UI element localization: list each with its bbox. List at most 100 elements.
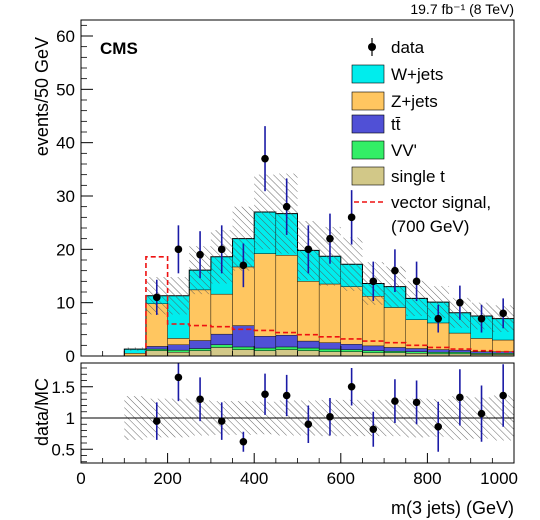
- signal-line: [145, 256, 514, 356]
- bar-zjets-300: [210, 293, 233, 335]
- data-point-525: [304, 245, 313, 254]
- legend-label-3: tt̄: [391, 115, 401, 134]
- ratio-point-325: [217, 417, 226, 425]
- ratio-point-625: [347, 382, 356, 391]
- legend-swatch-wjets: [351, 64, 385, 84]
- unc-bin-350: [232, 206, 255, 271]
- bar-ttbar-650: [362, 345, 385, 351]
- ratio-point-475: [282, 391, 291, 400]
- bar-vv-800: [427, 352, 450, 355]
- legend-data-marker: [368, 43, 376, 51]
- x-tick-label-800: 800: [413, 469, 441, 488]
- bar-ttbar-250: [189, 340, 212, 349]
- x-tick-label-1000: 1000: [480, 469, 518, 488]
- bar-ttbar-850: [448, 349, 471, 353]
- data-point-175: [152, 293, 161, 302]
- bar-ttbar-550: [318, 342, 341, 350]
- data-point-425: [261, 154, 269, 163]
- ratio-point-875: [456, 393, 464, 402]
- bottom-axes: 0.5 1 1.5 0 200 400 600 800 1000: [51, 367, 518, 488]
- ratio-point-725: [391, 397, 399, 405]
- ratio-point-775: [412, 398, 421, 407]
- ratio-y-axis-label: data/MC: [32, 378, 52, 446]
- unc-bin-400: [254, 174, 276, 250]
- legend-label-2: Z+jets: [391, 92, 438, 111]
- ratio-point-225: [174, 373, 183, 382]
- data-point-675: [369, 277, 378, 286]
- mc-uncertainty-band: [124, 173, 514, 351]
- bar-vv-700: [383, 351, 406, 354]
- bar-vv-550: [318, 348, 341, 352]
- experiment-label: CMS: [100, 39, 138, 58]
- data-point-925: [477, 314, 486, 323]
- bar-single_t-150: [145, 350, 168, 356]
- bar-single_t-250: [189, 350, 212, 356]
- x-tick-label-600: 600: [327, 469, 355, 488]
- data-point-975: [499, 309, 507, 318]
- legend-swatch-ttbar: [351, 114, 385, 134]
- bar-zjets-900: [470, 338, 493, 352]
- legend-swatch-single_t: [351, 166, 385, 186]
- ratio-point-975: [499, 391, 507, 400]
- unc-bin-800: [427, 286, 450, 319]
- legend: data W+jets Z+jets tt̄ VV' single t vector sig…: [351, 38, 491, 236]
- unc-bin-600: [340, 237, 363, 291]
- ratio-point-675: [369, 425, 378, 434]
- data-point-775: [412, 277, 421, 286]
- ratio-point-925: [477, 409, 486, 418]
- bar-zjets-600: [340, 286, 363, 345]
- bar-single_t-300: [210, 347, 233, 356]
- bar-vv-400: [253, 347, 277, 351]
- y-tick-label-30: 30: [56, 187, 75, 206]
- bar-ttbar-950: [492, 351, 514, 354]
- bar-vv-750: [405, 351, 428, 354]
- y-tick-label-40: 40: [56, 134, 75, 153]
- y-tick-label-10: 10: [56, 294, 75, 313]
- bar-ttbar-150: [145, 346, 168, 350]
- data-point-475: [282, 202, 291, 211]
- bar-vv-850: [448, 352, 471, 355]
- bar-zjets-500: [297, 281, 320, 342]
- bar-single_t-200: [167, 352, 190, 356]
- bar-ttbar-600: [340, 344, 363, 350]
- top-axes: 0 10 20 30 40 50 60: [56, 24, 515, 366]
- bar-vv-150: [145, 348, 168, 351]
- bar-zjets-250: [189, 289, 212, 341]
- bar-vv-650: [362, 350, 385, 353]
- bar-vv-350: [232, 346, 255, 350]
- legend-label-5: single t: [391, 167, 445, 186]
- bar-zjets-850: [448, 332, 471, 351]
- bar-ttbar-750: [405, 348, 428, 352]
- legend-label-6-line2: (700 GeV): [391, 217, 469, 236]
- ratio-point-825: [434, 422, 443, 431]
- bar-ttbar-400: [253, 336, 277, 349]
- bar-vv-300: [210, 344, 233, 348]
- legend-swatch-vv: [351, 140, 385, 160]
- bar-zjets-550: [318, 283, 341, 343]
- x-tick-label-400: 400: [240, 469, 268, 488]
- bar-zjets-700: [383, 307, 406, 348]
- legend-label-1: W+jets: [391, 65, 443, 84]
- bar-single_t-500: [297, 350, 320, 356]
- y-tick-label-50: 50: [56, 80, 75, 99]
- bar-vv-450: [275, 346, 298, 350]
- bar-single_t-600: [340, 351, 363, 356]
- vector-signal-histogram: [145, 256, 514, 356]
- data-point-375: [239, 261, 248, 270]
- ratio-point-575: [326, 412, 334, 421]
- bar-zjets-950: [492, 339, 514, 352]
- bar-ttbar-500: [297, 340, 320, 349]
- y-tick-label-60: 60: [56, 27, 75, 46]
- data-point-825: [434, 314, 443, 323]
- bar-single_t-450: [275, 349, 298, 356]
- data-point-725: [391, 266, 399, 275]
- bar-zjets-400: [253, 253, 277, 337]
- x-tick-label-200: 200: [153, 469, 181, 488]
- bar-zjets-750: [405, 319, 428, 349]
- legend-label-0: data: [391, 38, 425, 57]
- ratio-point-275: [196, 395, 204, 404]
- ratio-point-175: [152, 417, 161, 425]
- bar-vv-600: [340, 349, 363, 352]
- legend-label-6: vector signal,: [391, 193, 491, 212]
